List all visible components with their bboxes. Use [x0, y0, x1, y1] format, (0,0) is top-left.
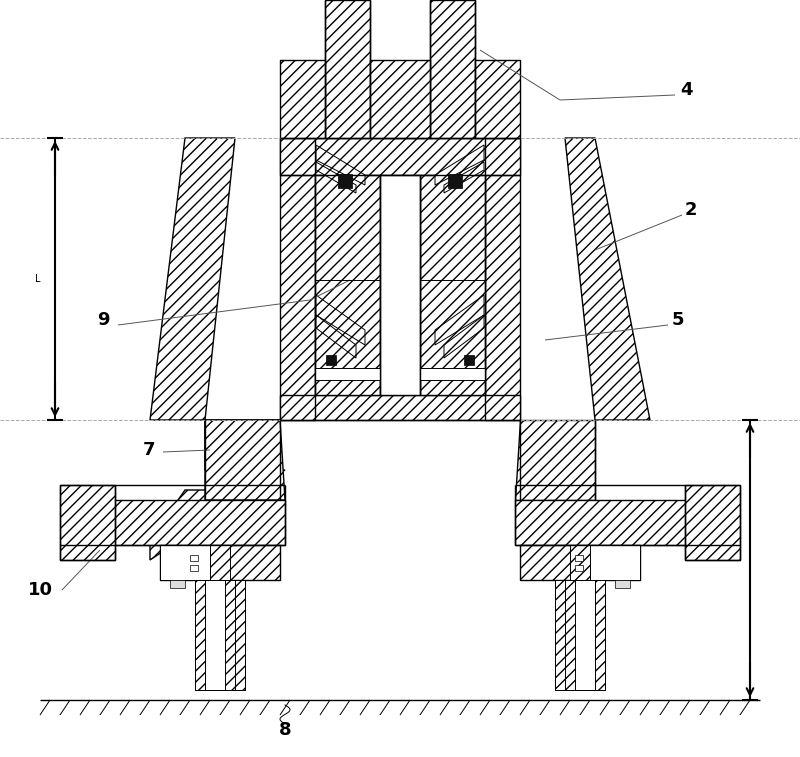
Bar — [190, 555, 198, 561]
Polygon shape — [60, 485, 115, 560]
Polygon shape — [100, 500, 285, 545]
Polygon shape — [485, 138, 520, 420]
Text: 5: 5 — [672, 311, 685, 329]
Bar — [315, 368, 380, 380]
Text: L: L — [35, 274, 41, 284]
Polygon shape — [195, 580, 245, 690]
Polygon shape — [205, 420, 285, 500]
Text: 8: 8 — [278, 721, 291, 739]
Bar — [615, 580, 630, 588]
Polygon shape — [316, 295, 365, 345]
Bar — [205, 580, 225, 690]
Polygon shape — [370, 60, 430, 138]
Polygon shape — [316, 162, 356, 193]
Polygon shape — [520, 545, 640, 580]
Polygon shape — [435, 145, 484, 185]
Bar — [170, 580, 185, 588]
Polygon shape — [430, 0, 475, 138]
Bar — [380, 175, 420, 395]
Polygon shape — [555, 580, 605, 690]
Bar — [448, 174, 462, 188]
Polygon shape — [570, 545, 615, 580]
Bar — [338, 174, 352, 188]
Polygon shape — [444, 315, 484, 358]
Polygon shape — [444, 162, 484, 193]
Bar — [326, 355, 336, 365]
Bar — [420, 368, 485, 380]
Bar — [575, 565, 583, 571]
Text: 9: 9 — [98, 311, 110, 329]
Polygon shape — [280, 395, 520, 420]
Polygon shape — [316, 315, 356, 358]
Polygon shape — [316, 145, 365, 185]
Polygon shape — [280, 138, 520, 175]
Polygon shape — [325, 0, 370, 138]
Polygon shape — [435, 295, 484, 345]
Polygon shape — [420, 175, 485, 395]
Bar — [464, 355, 474, 365]
Text: 4: 4 — [680, 81, 693, 99]
Polygon shape — [150, 138, 235, 420]
Polygon shape — [565, 138, 650, 420]
Polygon shape — [475, 60, 520, 138]
Bar — [190, 565, 198, 571]
Polygon shape — [315, 175, 380, 395]
Polygon shape — [280, 60, 325, 138]
Polygon shape — [685, 485, 740, 560]
Text: 10: 10 — [28, 581, 53, 599]
Text: 7: 7 — [142, 441, 155, 459]
Text: 2: 2 — [685, 201, 698, 219]
Polygon shape — [150, 420, 285, 560]
Bar — [575, 580, 595, 690]
Polygon shape — [160, 545, 280, 580]
Polygon shape — [515, 500, 700, 545]
Polygon shape — [185, 545, 230, 580]
Polygon shape — [280, 138, 315, 420]
Bar — [575, 555, 583, 561]
Bar — [590, 545, 640, 580]
Polygon shape — [515, 420, 595, 500]
Bar — [160, 545, 210, 580]
